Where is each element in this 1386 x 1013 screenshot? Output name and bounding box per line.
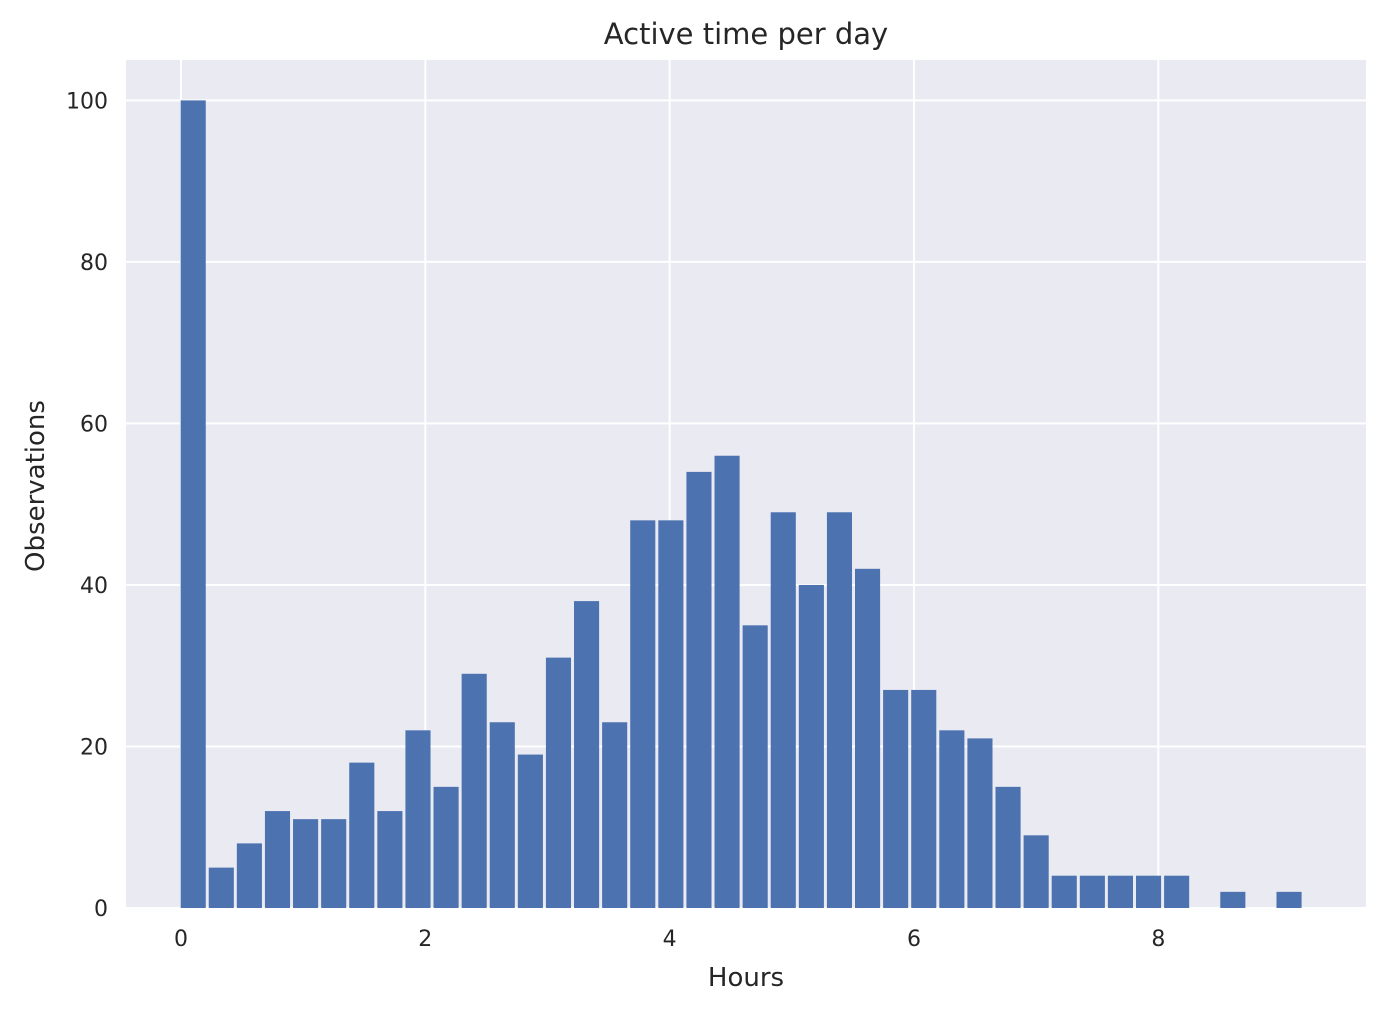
bar: [208, 867, 234, 908]
x-tick-label: 8: [1151, 927, 1165, 952]
x-axis-label: Hours: [708, 963, 784, 993]
bar: [602, 722, 628, 908]
bar: [264, 811, 291, 908]
bar: [433, 786, 459, 908]
bar: [461, 673, 487, 908]
bar: [489, 722, 515, 908]
bar: [1220, 891, 1246, 908]
x-tick-label: 2: [418, 927, 432, 952]
y-tick-label: 40: [80, 574, 108, 599]
y-tick-label: 100: [66, 89, 108, 114]
bar: [1107, 875, 1133, 908]
grid: [126, 60, 1366, 909]
x-tick-label: 6: [907, 927, 921, 952]
bar: [1135, 875, 1162, 908]
bar: [714, 455, 740, 908]
y-axis-label: Observations: [21, 400, 51, 572]
bar: [293, 819, 319, 908]
bar: [995, 786, 1021, 908]
x-ticks: 0 2 4 6 8: [174, 927, 1165, 952]
bar: [911, 689, 937, 908]
bar: [321, 819, 347, 908]
bar: [1079, 875, 1105, 908]
y-ticks: 0 20 40 60 80 100: [66, 89, 108, 922]
bar: [855, 568, 881, 908]
chart-title: Active time per day: [604, 17, 888, 51]
bar: [349, 762, 375, 908]
bar: [1276, 891, 1302, 908]
bar: [180, 100, 206, 908]
bar: [967, 738, 993, 908]
x-tick-label: 4: [663, 927, 677, 952]
bar: [883, 689, 909, 908]
y-tick-label: 60: [80, 412, 108, 437]
bar: [939, 730, 965, 908]
bar: [574, 601, 600, 908]
bar: [658, 520, 684, 908]
y-tick-label: 0: [94, 897, 108, 922]
bar: [545, 657, 572, 908]
bar: [826, 512, 853, 908]
bar: [742, 625, 768, 908]
bar: [1023, 835, 1049, 908]
y-tick-label: 80: [80, 251, 108, 276]
bar: [405, 730, 431, 908]
bar: [236, 843, 262, 908]
bars: [180, 100, 1302, 908]
bar: [1051, 875, 1077, 908]
bar: [1164, 875, 1190, 908]
y-tick-label: 20: [80, 735, 108, 760]
bar: [377, 811, 403, 908]
bar: [686, 471, 712, 908]
bar: [798, 584, 824, 908]
bar: [630, 520, 656, 908]
bar: [517, 754, 543, 908]
bar: [770, 512, 796, 908]
x-tick-label: 0: [174, 927, 188, 952]
